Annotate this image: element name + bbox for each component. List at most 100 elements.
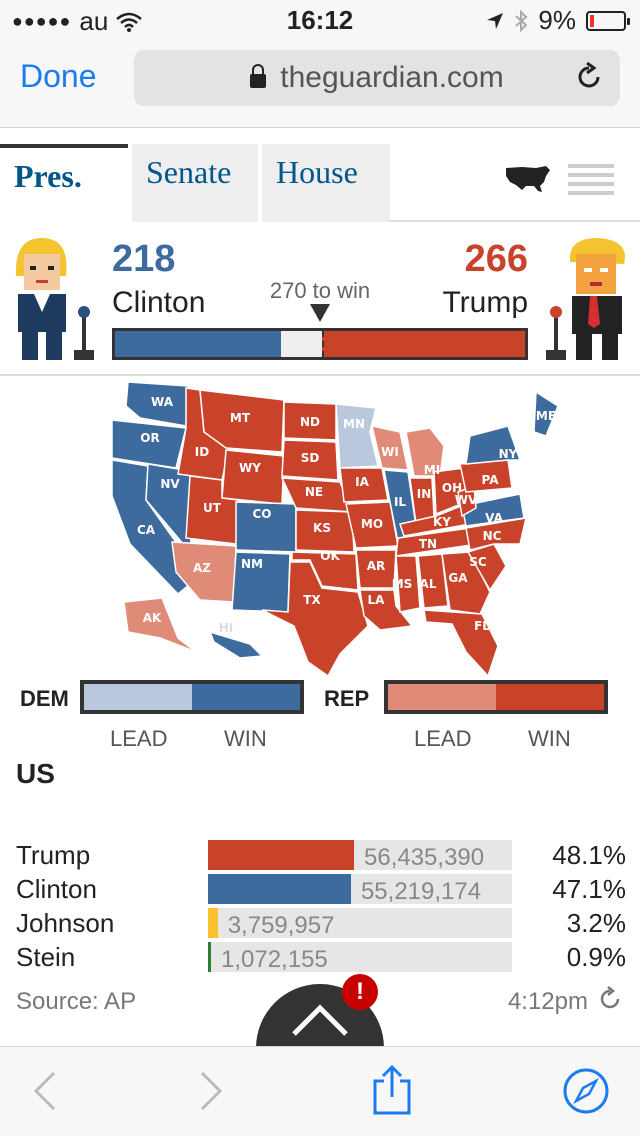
state-label-wy: WY [239,461,261,475]
state-label-ne: NE [305,485,323,499]
state-label-wa: WA [151,395,174,409]
state-wi[interactable] [370,425,409,471]
browser-bar: Done theguardian.com [0,40,640,128]
signal-strength-icon: ●●●●● [12,11,72,31]
status-right: 9% [486,5,630,36]
legend-dem-bar [80,680,304,714]
chevron-up-icon [292,1004,348,1036]
tab-pres[interactable]: Pres. [0,144,128,222]
state-label-ok: OK [320,549,340,563]
state-ar[interactable] [355,549,397,589]
status-bar: ●●●●● au 16:12 9% [0,0,640,40]
vote-count: 55,219,174 [360,878,482,905]
share-icon[interactable] [372,1065,412,1115]
state-az[interactable] [171,541,237,603]
state-label-pa: PA [482,473,500,487]
done-button[interactable]: Done [20,58,97,94]
us-map[interactable]: WA OR CA NV ID MT WY UT AZ CO NM ND SD NE KS OK TX MN IA MO… [0,376,640,678]
vote-bar-track: 1,072,155 [208,942,512,973]
candidate-name: Trump [16,840,91,870]
vote-percent: 48.1% [552,840,626,870]
safari-compass-icon[interactable] [562,1067,610,1115]
alert-badge[interactable]: ! [342,974,378,1010]
state-ms[interactable] [395,555,421,613]
vote-count: 1,072,155 [221,946,328,973]
us-map-icon[interactable] [504,164,552,194]
state-label-hi: HI [219,621,234,635]
trump-electoral-votes: 266 [464,238,528,280]
state-ks[interactable] [295,509,355,553]
candidate-name: Stein [16,942,76,972]
state-fl[interactable] [423,609,499,678]
state-ga[interactable] [441,551,491,615]
battery-icon [586,10,630,31]
electoral-map[interactable]: WA OR CA NV ID MT WY UT AZ CO NM ND SD NE KS OK TX MN IA MO… [0,376,640,678]
state-hi[interactable] [208,630,264,659]
vote-count: 56,435,390 [364,844,485,871]
state-label-il: IL [394,495,406,509]
electoral-summary: 218 Clinton 270 to win 266 Trump [0,224,640,376]
updated-time: 4:12pm [507,988,588,1015]
result-row-clinton: Clinton 55,219,174 47.1% [16,872,626,906]
state-tx[interactable] [261,561,369,678]
state-la[interactable] [359,589,414,631]
state-me[interactable] [533,390,559,437]
state-sd[interactable] [281,439,339,481]
region-title: US [16,758,55,789]
state-label-mo: MO [361,517,383,531]
clinton-name: Clinton [112,286,206,319]
legend-dem-label: DEM [20,686,69,711]
state-label-ut: UT [203,501,222,515]
state-label-az: AZ [193,561,211,575]
state-label-ca: CA [137,523,156,537]
url-field[interactable]: theguardian.com [134,50,620,106]
tab-senate[interactable]: Senate [132,144,258,222]
state-va[interactable] [461,493,525,527]
status-left: ●●●●● au [12,6,143,37]
state-ak[interactable] [123,597,197,653]
state-label-in: IN [417,487,432,501]
grid-view-icon[interactable] [568,164,614,195]
chevron-left-icon[interactable] [30,1069,58,1113]
state-ny[interactable] [465,425,522,465]
state-label-oh: OH [442,481,462,495]
state-label-mt: MT [230,411,251,425]
tab-divider [390,220,640,222]
electoral-bar-dem [115,331,282,357]
source-label: Source: AP [16,988,137,1015]
state-ut[interactable] [185,475,239,545]
legend-rep-label: REP [324,686,370,711]
state-wa[interactable] [125,381,189,427]
result-row-stein: Stein 1,072,155 0.9% [16,940,626,974]
state-label-ny: NY [499,447,518,461]
tab-house[interactable]: House [262,144,390,222]
vote-count: 3,759,957 [227,912,335,939]
state-label-la: LA [368,593,386,607]
chevron-right-icon[interactable] [198,1069,226,1113]
state-al[interactable] [417,553,449,609]
status-time: 16:12 [286,5,354,35]
state-wy[interactable] [221,449,285,505]
location-arrow-icon [487,12,504,29]
vote-bar-fill [208,942,211,972]
vote-bar-track: 56,435,390 [208,840,512,871]
state-mi[interactable] [405,427,445,477]
vote-bar-fill [208,874,351,904]
state-label-mn: MN [343,417,365,431]
state-mt[interactable] [199,389,285,453]
state-label-tn: TN [419,537,437,551]
state-label-nv: NV [160,477,180,491]
to-win-label: 270 to win [269,278,371,303]
refresh-icon[interactable] [598,986,624,1019]
state-mn[interactable] [335,403,379,469]
state-label-mi: MI [424,463,440,477]
state-label-fl: FL [474,619,490,633]
state-label-wi: WI [381,445,399,459]
electoral-bar-rep [322,331,525,357]
reload-icon[interactable] [574,61,604,100]
state-nd[interactable] [283,401,337,441]
state-label-va: VA [485,511,503,525]
state-label-ar: AR [367,559,386,573]
state-ia[interactable] [339,467,389,503]
trump-name: Trump [442,286,528,319]
